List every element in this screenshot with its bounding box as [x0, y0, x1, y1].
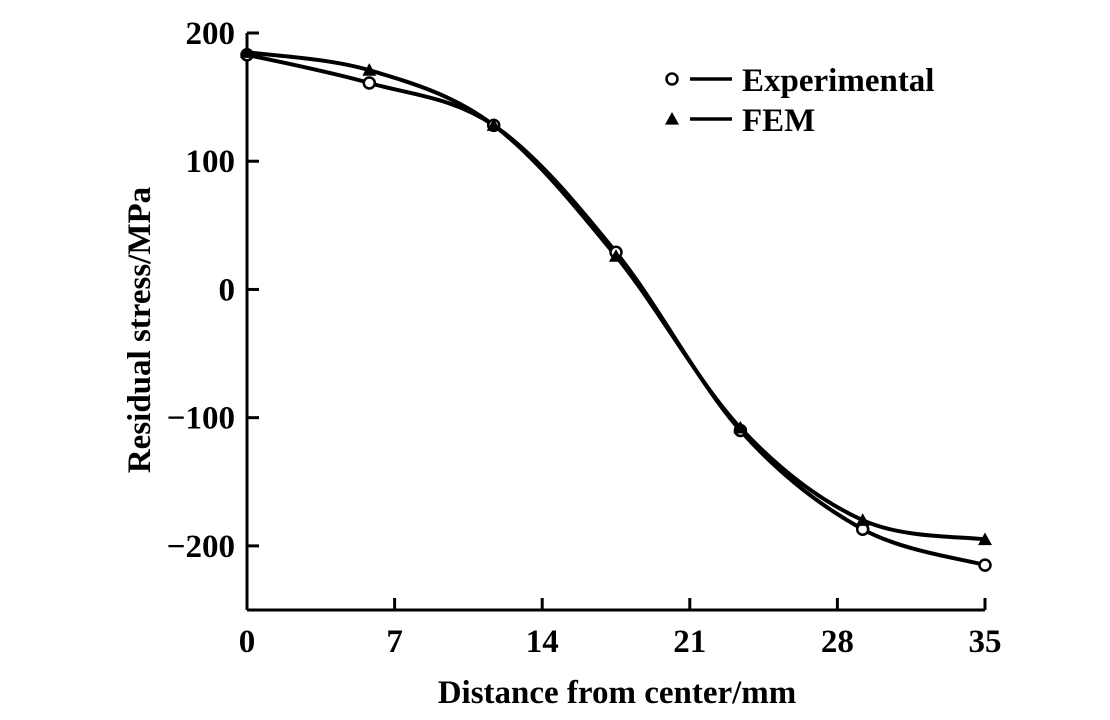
y-axis-title: Residual stress/MPa — [122, 187, 158, 473]
legend-marker-experimental — [665, 72, 679, 86]
y-tick-label: −100 — [167, 401, 235, 437]
legend-label-fem: FEM — [742, 103, 815, 139]
y-tick-label: 100 — [186, 144, 236, 180]
y-tick-label: 200 — [186, 16, 236, 52]
x-tick-label: 0 — [239, 624, 256, 660]
x-tick-label: 14 — [526, 624, 559, 660]
x-tick-label: 7 — [386, 624, 403, 660]
legend-item-fem: FEM — [665, 103, 815, 139]
legend-label-experimental: Experimental — [742, 63, 934, 99]
fem-point — [978, 532, 992, 546]
y-tick-label: 0 — [219, 272, 236, 308]
plot-frame — [245, 33, 985, 612]
y-tick-label: −200 — [167, 529, 235, 565]
x-tick-label: 21 — [673, 624, 706, 660]
fem-point — [240, 45, 254, 58]
legend: Experimental FEM — [665, 63, 934, 139]
series-lines — [245, 50, 987, 568]
fem-line — [245, 50, 987, 542]
fem-point — [855, 513, 870, 526]
x-tick-label: 28 — [821, 624, 854, 660]
fem-point — [609, 249, 623, 262]
legend-item-experimental: Experimental — [665, 63, 934, 99]
fem-point — [362, 63, 377, 76]
experimental-point — [362, 76, 377, 90]
fem-point — [486, 118, 501, 131]
legend-marker-fem — [665, 112, 679, 125]
x-axis-title: Distance from center/mm — [438, 675, 797, 711]
experimental-line — [245, 52, 987, 568]
experimental-point — [978, 558, 992, 572]
fem-point — [733, 420, 748, 434]
series-markers — [240, 45, 992, 572]
axis-ticks: 0 7 14 21 28 35 200 100 0 −100 −200 — [167, 16, 1002, 660]
x-tick-label: 35 — [969, 624, 1002, 660]
